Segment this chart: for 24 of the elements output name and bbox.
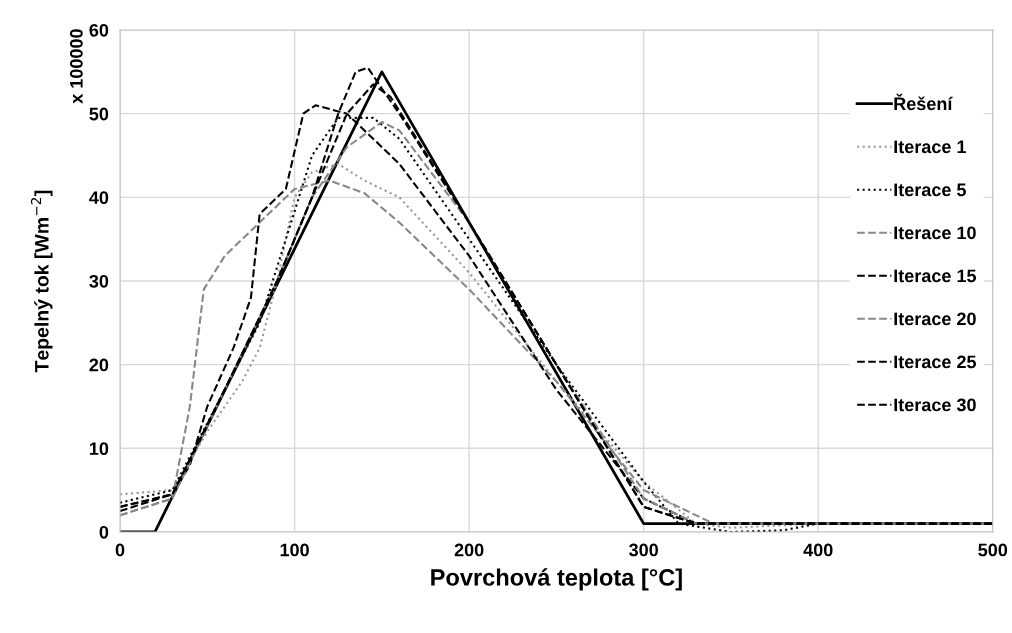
legend-label: Řešení <box>894 93 953 111</box>
x-tick-label: 100 <box>280 543 309 557</box>
y-tick-label: 60 <box>89 23 109 37</box>
legend-label: Iterace 25 <box>894 355 977 369</box>
x-tick-label: 300 <box>629 543 658 557</box>
y-tick-label: 0 <box>99 525 109 539</box>
legend-label: Iterace 5 <box>894 183 966 197</box>
y-tick-label: 40 <box>89 191 109 205</box>
x-axis-title: Povrchová teplota [°C] <box>431 568 682 591</box>
x-tick-label: 400 <box>803 543 833 557</box>
legend-label: Iterace 20 <box>894 312 976 326</box>
y-tick-label: 20 <box>89 358 109 372</box>
x-tick-label: 0 <box>115 543 125 557</box>
legend-label: Iterace 10 <box>894 226 976 240</box>
y-tick-label: 30 <box>89 274 109 288</box>
y-tick-label: 10 <box>89 442 109 456</box>
x-tick-label: 200 <box>454 543 484 557</box>
x-tick-label: 500 <box>978 543 1008 557</box>
y-axis-title: Tepelný tok [Wm$^{−2}$] <box>30 190 53 373</box>
legend-label: Iterace 15 <box>894 269 977 283</box>
legend-label: Iterace 1 <box>894 140 966 154</box>
legend-label: Iterace 30 <box>894 398 976 412</box>
y-tick-label: 50 <box>89 107 109 121</box>
text: x 100000 <box>69 29 83 104</box>
